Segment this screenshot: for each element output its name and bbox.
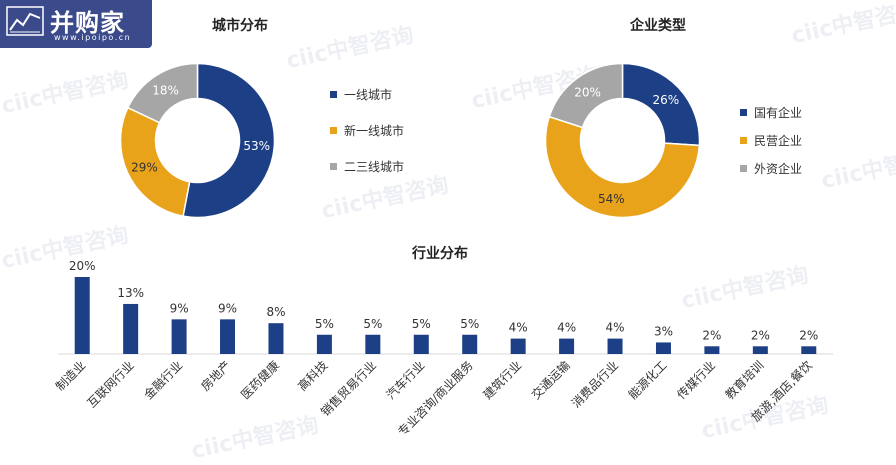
bar-value-label: 2% [799,328,818,342]
x-tick-label: 能源化工 [626,358,670,402]
bar-value-label: 9% [170,301,189,315]
city-legend: 一线城市 新一线城市 二三线城市 [330,87,404,195]
legend-swatch [330,127,337,134]
bar-value-label: 5% [460,317,479,331]
donut-slice-label: 20% [574,85,601,99]
bar [268,323,284,354]
bar-value-label: 9% [218,301,237,315]
bar-value-label: 3% [654,324,673,338]
x-tick-label: 交通运输 [528,358,573,403]
bar [365,334,381,354]
bar [171,319,187,354]
bar [74,277,90,354]
donut-slice-2 [548,62,624,129]
x-tick-label: 高科技 [294,358,330,394]
industry-chart-title: 行业分布 [412,246,468,262]
bar-value-label: 5% [363,317,382,331]
legend-item-new-tier1: 新一线城市 [330,123,404,159]
bar [607,338,623,354]
legend-swatch [740,137,747,144]
bar-value-label: 2% [702,328,721,342]
legend-swatch [740,109,747,116]
bar [801,346,817,354]
legend-item-tier23: 二三线城市 [330,159,404,195]
donut-slice-label: 54% [598,192,625,206]
legend-swatch [330,91,337,98]
legend-label: 一线城市 [344,88,393,102]
legend-item-state-owned: 国有企业 [740,105,802,133]
legend-label: 国有企业 [754,106,803,120]
chart-logo-icon [6,6,44,36]
x-tick-label: 教育培训 [722,358,767,403]
bar-value-label: 5% [412,317,431,331]
legend-item-foreign: 外资企业 [740,161,802,189]
x-tick-label: 消费品行业 [569,358,621,410]
company-legend: 国有企业 民营企业 外资企业 [740,105,802,189]
legend-swatch [330,163,337,170]
bar-value-label: 4% [509,321,528,335]
x-tick-label: 医药健康 [238,358,283,403]
legend-label: 外资企业 [754,162,803,176]
x-tick-label: 房地产 [198,358,234,394]
legend-label: 二三线城市 [344,160,405,174]
bar-value-label: 4% [557,321,576,335]
donut-slice-1 [119,106,191,218]
bar [413,334,429,354]
x-tick-label: 建筑行业 [480,358,525,403]
city-chart-title: 城市分布 [212,18,268,34]
donut-slice-label: 26% [653,93,680,107]
x-tick-label: 汽车行业 [383,358,428,403]
legend-swatch [740,165,747,172]
donut-slice-1 [544,115,701,219]
bar [123,303,139,354]
industry-bar-chart: 20%制造业13%互联网行业9%金融行业9%房地产8%医药健康5%高科技5%销售… [53,259,833,439]
x-tick-label: 传媒行业 [673,358,718,403]
bar [559,338,575,354]
bar-value-label: 4% [606,321,625,335]
company-donut-chart: 26% 54% 20% [544,62,701,219]
donut-slice-label: 29% [131,161,158,175]
logo-text: 并购家 [50,9,125,37]
legend-label: 民营企业 [754,134,803,148]
donut-slice-label: 18% [152,83,179,97]
x-tick-label: 互联网行业 [84,358,136,410]
bar-value-label: 20% [69,259,96,273]
bar [316,334,332,354]
legend-item-private: 民营企业 [740,133,802,161]
bar [655,342,671,354]
donut-slice-label: 53% [243,139,270,153]
logo-url: www.ipoipo.cn [54,33,132,42]
logo: 并购家 www.ipoipo.cn [0,0,152,48]
bar [704,346,720,354]
company-chart-title: 企业类型 [630,18,686,34]
bar-value-label: 5% [315,317,334,331]
bar [510,338,526,354]
bar-value-label: 2% [751,328,770,342]
donut-slice-2 [126,62,199,124]
bar [752,346,768,354]
bar [220,319,236,354]
x-tick-label: 制造业 [53,358,88,393]
legend-label: 新一线城市 [344,124,405,138]
bar [462,334,478,354]
bar-value-label: 13% [117,286,144,300]
legend-item-tier1: 一线城市 [330,87,404,123]
donut-slice-0 [621,62,701,147]
bar-value-label: 8% [266,305,285,319]
x-tick-label: 金融行业 [141,358,186,403]
donut-slice-0 [182,62,276,219]
city-donut-chart: 53% 29% 18% [119,62,276,219]
